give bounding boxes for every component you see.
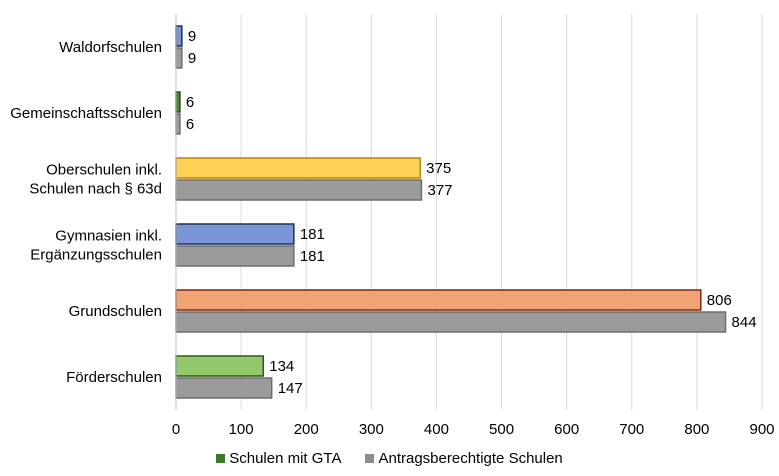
legend-item-gta: Schulen mit GTA [216,450,341,467]
legend-item-antragsberechtigt: Antragsberechtigte Schulen [365,449,563,467]
category-label: Förderschulen [66,369,162,386]
category-label: Grundschulen [69,303,162,320]
bar-schulen-mit-gta [175,289,702,311]
data-label: 9 [188,50,196,67]
bar-schulen-mit-gta [175,91,181,113]
bar-schulen-mit-gta [175,355,264,377]
x-tick-label: 700 [619,421,644,438]
data-label: 375 [426,160,451,177]
bar-schulen-mit-gta [175,223,295,245]
category-labels: Waldorfschulen Gemeinschaftsschulen Obersc… [10,39,162,386]
x-tick-label: 0 [172,421,180,438]
bars [175,25,727,399]
x-axis: 0 100 200 300 400 500 600 700 800 900 [172,14,775,438]
data-label: 134 [269,358,294,375]
x-tick-label: 400 [424,421,449,438]
bar-antragsberechtigte-schulen [175,311,727,333]
bar-antragsberechtigte-schulen [175,377,273,399]
gridlines [240,14,763,410]
data-label: 181 [300,248,325,265]
bar-antragsberechtigte-schulen [175,245,295,267]
x-tick-label: 600 [554,421,579,438]
x-tick-label: 900 [749,421,774,438]
data-label: 181 [300,226,325,243]
data-label: 377 [427,182,452,199]
x-tick-label: 500 [489,421,514,438]
data-label: 9 [188,28,196,45]
category-label: Gymnasien inkl. Ergänzungsschulen [30,228,162,264]
category-label: Oberschulen inkl. Schulen nach § 63d [29,162,162,198]
legend: Schulen mit GTA Antragsberechtigte Schul… [0,448,779,468]
legend-swatch-antragsberechtigt [365,453,375,463]
legend-label-antragsberechtigt: Antragsberechtigte Schulen [378,449,563,467]
bar-schulen-mit-gta [175,25,183,47]
data-label: 147 [278,380,303,397]
data-label: 6 [186,116,194,133]
x-tick-label: 100 [229,421,254,438]
bar-antragsberechtigte-schulen [175,47,183,69]
category-label: Waldorfschulen [59,39,162,56]
data-label: 806 [707,292,732,309]
data-label: 844 [732,314,757,331]
bar-schulen-mit-gta [175,157,421,179]
x-tick-label: 300 [359,421,384,438]
bar-antragsberechtigte-schulen [175,179,423,201]
bar-antragsberechtigte-schulen [175,113,181,135]
legend-label-gta: Schulen mit GTA [229,449,342,467]
x-tick-label: 800 [684,421,709,438]
category-label: Gemeinschaftsschulen [10,105,162,122]
data-label: 6 [186,94,194,111]
legend-swatch-gta [216,453,226,463]
x-tick-label: 200 [294,421,319,438]
